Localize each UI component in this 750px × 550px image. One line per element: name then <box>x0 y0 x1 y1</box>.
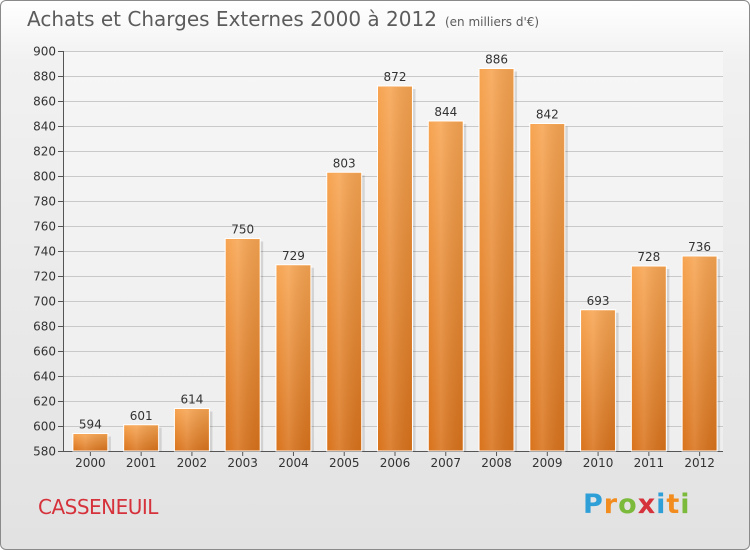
x-tick-label: 2006 <box>380 456 411 470</box>
x-tick-label: 2011 <box>634 456 665 470</box>
y-tick-label: 840 <box>33 120 56 134</box>
value-label: 693 <box>587 294 610 308</box>
bar-shine <box>632 267 666 450</box>
value-label: 614 <box>180 393 203 407</box>
chart-title-text: Achats et Charges Externes 2000 à 2012 <box>27 7 437 31</box>
x-tick-label: 2007 <box>430 456 461 470</box>
y-tick-label: 880 <box>33 70 56 84</box>
value-label: 872 <box>384 70 407 84</box>
data-labels: 594 601 614 750 729 803 872 844 886 842 693 728 736 <box>79 53 711 432</box>
y-tick-label: 580 <box>33 445 56 459</box>
y-tick-label: 720 <box>33 270 56 284</box>
y-tick-label: 860 <box>33 95 56 109</box>
bar-shine <box>124 425 158 450</box>
axes: 580 600 620 640 660 680 700 720 740 760 780 800 820 8… <box>33 45 723 470</box>
y-tick-label: 680 <box>33 320 56 334</box>
y-tick-label: 640 <box>33 370 56 384</box>
x-tick-label: 2005 <box>329 456 360 470</box>
value-label: 728 <box>637 250 660 264</box>
bar-shine <box>429 122 463 450</box>
value-label: 844 <box>434 105 457 119</box>
y-tick-label: 660 <box>33 345 56 359</box>
city-name: CASSENEUIL <box>38 495 158 519</box>
bar-shine <box>683 257 717 450</box>
x-tick-label: 2012 <box>684 456 715 470</box>
proxiti-logo: Proxiti <box>583 489 691 520</box>
x-tick-label: 2008 <box>481 456 512 470</box>
y-tick-label: 900 <box>33 45 56 59</box>
x-tick-label: 2010 <box>583 456 614 470</box>
x-tick-label: 2004 <box>278 456 309 470</box>
logo-letter: r <box>603 489 619 520</box>
logo-letter: x <box>637 489 657 520</box>
x-tick-label: 2009 <box>532 456 563 470</box>
x-tick-label: 2002 <box>177 456 208 470</box>
logo-letter: t <box>666 489 681 520</box>
bar-shine <box>530 124 564 450</box>
value-label: 601 <box>130 409 153 423</box>
value-label: 886 <box>485 53 508 67</box>
value-label: 594 <box>79 418 102 432</box>
y-tick-label: 740 <box>33 245 56 259</box>
value-label: 842 <box>536 108 559 122</box>
y-tick-label: 620 <box>33 395 56 409</box>
bar-shine <box>276 265 310 450</box>
y-tick-label: 820 <box>33 145 56 159</box>
value-label: 803 <box>333 156 356 170</box>
logo-letter: o <box>618 489 638 520</box>
y-tick-label: 780 <box>33 195 56 209</box>
value-label: 750 <box>231 223 254 237</box>
value-label: 736 <box>688 240 711 254</box>
bar-shine <box>480 69 514 450</box>
bar-shine <box>327 173 361 450</box>
y-tick-label: 600 <box>33 420 56 434</box>
bar-shine <box>175 409 209 450</box>
bar-shine <box>378 87 412 450</box>
logo-letter: P <box>583 489 604 520</box>
x-tick-label: 2001 <box>126 456 157 470</box>
y-tick-label: 800 <box>33 170 56 184</box>
chart-title: Achats et Charges Externes 2000 à 2012 (e… <box>27 7 539 31</box>
chart-subtitle: (en milliers d'€) <box>444 15 540 29</box>
bar-shine <box>226 239 260 450</box>
bar-shine <box>73 434 107 450</box>
y-tick-label: 700 <box>33 295 56 309</box>
x-tick-label: 2003 <box>227 456 258 470</box>
bar-shine <box>581 310 615 450</box>
logo-letter: i <box>680 489 691 520</box>
logo-letter: i <box>656 489 667 520</box>
x-tick-label: 2000 <box>75 456 106 470</box>
bars <box>72 68 721 452</box>
y-tick-label: 760 <box>33 220 56 234</box>
value-label: 729 <box>282 249 305 263</box>
